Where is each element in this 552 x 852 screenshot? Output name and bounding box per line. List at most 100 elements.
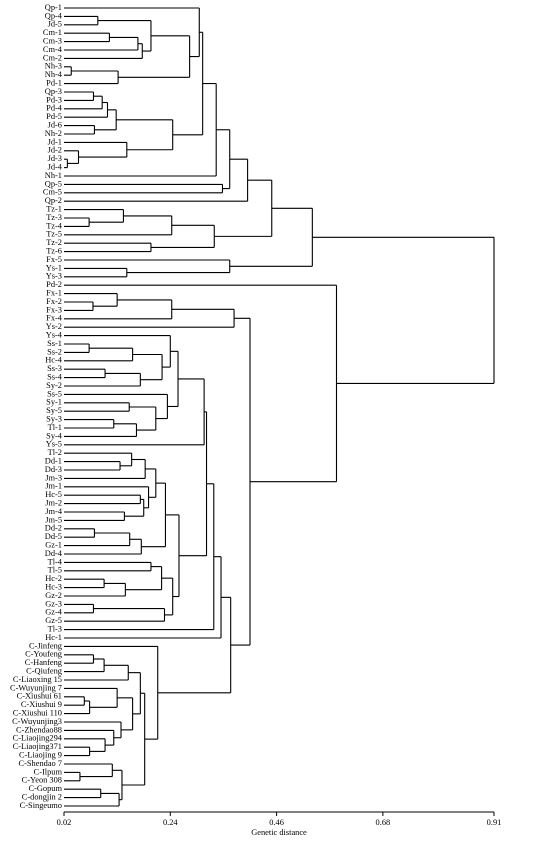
x-tick-label: 0.02 [57, 818, 72, 827]
leaf-label: C-Zhendao88 [16, 725, 62, 734]
leaf-label: C-Singeumo [20, 801, 62, 810]
leaf-label: Jm-5 [45, 515, 62, 524]
leaf-label: Pd-5 [46, 112, 62, 121]
leaf-label: Fx-3 [46, 305, 62, 314]
leaf-label: Qp-3 [45, 87, 62, 96]
leaf-label: Sy-1 [46, 398, 62, 407]
leaf-label: Jd-2 [48, 146, 62, 155]
leaf-label: Nh-2 [45, 129, 62, 138]
x-tick-label: 0.46 [269, 818, 284, 827]
leaf-label: Nh-3 [45, 62, 62, 71]
leaf-label: Pd-3 [46, 95, 62, 104]
leaf-label: Ss-4 [47, 373, 63, 382]
leaf-label: C-Qiufeng [26, 667, 63, 676]
leaf-label: C-Gopum [29, 784, 63, 793]
leaf-label: Sy-3 [46, 415, 62, 424]
leaf-label: Jm-4 [45, 507, 63, 516]
leaf-label: Pd-1 [46, 79, 62, 88]
leaf-label: Cm-1 [43, 28, 62, 37]
leaf-label: Jm-3 [45, 473, 62, 482]
leaf-label: Jm-2 [45, 499, 62, 508]
leaf-label: Tl-3 [48, 625, 62, 634]
leaf-label: Hc-2 [45, 574, 62, 583]
leaf-label: Gz-4 [45, 608, 63, 617]
leaf-label: Jd-3 [48, 154, 62, 163]
leaf-label: Fx-1 [46, 289, 62, 298]
leaf-label: C-Hanfeng [25, 658, 63, 667]
leaf-label: Gz-5 [45, 616, 62, 625]
leaf-label: Ys-5 [46, 440, 62, 449]
leaf-label: Ss-1 [47, 339, 62, 348]
leaf-label: Hc-5 [45, 490, 62, 499]
leaf-label: Hc-4 [45, 356, 63, 365]
leaf-label: Gz-1 [45, 541, 62, 550]
leaf-label: Tz-1 [46, 205, 62, 214]
leaf-label: C-Shendao 7 [19, 759, 63, 768]
leaf-label: Pd-2 [46, 280, 62, 289]
leaf-label: Hc-1 [45, 633, 62, 642]
leaf-label: Qp-2 [45, 196, 62, 205]
leaf-label: Ys-2 [46, 322, 62, 331]
leaf-label: Ys-1 [46, 263, 62, 272]
leaf-label: C-Jinfeng [29, 641, 63, 650]
leaf-label: Hc-3 [45, 583, 62, 592]
leaf-label: C-Xiushui 61 [17, 692, 62, 701]
leaf-label: C-Wuyunjing 7 [10, 683, 62, 692]
leaf-label: C-Liaojing371 [13, 742, 62, 751]
leaf-label: Gz-3 [45, 599, 62, 608]
leaf-label: Jd-4 [48, 163, 63, 172]
leaf-label: Jd-1 [48, 137, 62, 146]
leaf-label: Ys-4 [46, 331, 63, 340]
leaf-label: C-Yeon 308 [22, 776, 62, 785]
leaf-label: C-dongjin 2 [22, 793, 62, 802]
x-axis-label: Genetic distance [251, 828, 307, 837]
leaf-label: Ss-3 [47, 364, 62, 373]
leaf-label: C-Youfeng [25, 650, 63, 659]
leaf-label: Tl-1 [48, 423, 62, 432]
leaf-label: Dd-2 [45, 524, 62, 533]
leaf-label: C-Xiushui 9 [21, 700, 62, 709]
leaf-label: Jd-6 [48, 121, 62, 130]
leaf-label: Qp-1 [45, 3, 62, 12]
leaf-label: Dd-4 [45, 549, 63, 558]
leaf-label: Tz-6 [46, 247, 62, 256]
leaf-label: Fx-4 [46, 314, 63, 323]
leaf-label: Tl-5 [48, 566, 62, 575]
leaf-label: Cm-3 [43, 37, 62, 46]
x-tick-label: 0.91 [487, 818, 502, 827]
leaf-label: Ss-2 [47, 347, 62, 356]
leaf-label: C-Liaojing294 [13, 734, 63, 743]
leaf-label: Sy-4 [46, 431, 63, 440]
leaf-label: Cm-5 [43, 188, 62, 197]
leaf-label: Fx-5 [46, 255, 62, 264]
leaf-label: Ss-5 [47, 389, 62, 398]
leaf-label: Tz-5 [46, 230, 62, 239]
leaf-label: Tz-4 [46, 221, 63, 230]
leaf-label: Nh-1 [45, 171, 62, 180]
leaf-label: Sy-2 [46, 381, 62, 390]
leaf-label: Fx-2 [46, 297, 62, 306]
leaf-label: C-Xiushui 110 [13, 709, 62, 718]
leaf-label: Qp-5 [45, 179, 62, 188]
leaf-label: C-Wuyunjing3 [12, 717, 62, 726]
leaf-label: Jm-1 [45, 482, 62, 491]
leaf-label: Nh-4 [45, 70, 63, 79]
leaf-label: Dd-3 [45, 465, 62, 474]
leaf-label: Sy-5 [46, 406, 62, 415]
x-tick-label: 0.24 [163, 818, 178, 827]
leaf-label: C-Ilpum [34, 767, 63, 776]
leaf-label: Tz-2 [46, 238, 62, 247]
leaf-label: Qp-4 [45, 11, 63, 20]
leaf-label: Ys-3 [46, 272, 62, 281]
leaf-label: Gz-2 [45, 591, 62, 600]
leaf-label: Tz-3 [46, 213, 62, 222]
leaf-label: Pd-4 [46, 104, 63, 113]
leaf-label: C-Liaoxing 15 [13, 675, 62, 684]
leaf-label: Tl-2 [48, 448, 62, 457]
leaf-label: Tl-4 [48, 557, 63, 566]
leaf-label: Cm-4 [43, 45, 63, 54]
leaf-label: Cm-2 [43, 53, 62, 62]
leaf-label: Dd-5 [45, 532, 62, 541]
leaf-label: Dd-1 [45, 457, 62, 466]
leaf-label: Jd-5 [48, 20, 62, 29]
